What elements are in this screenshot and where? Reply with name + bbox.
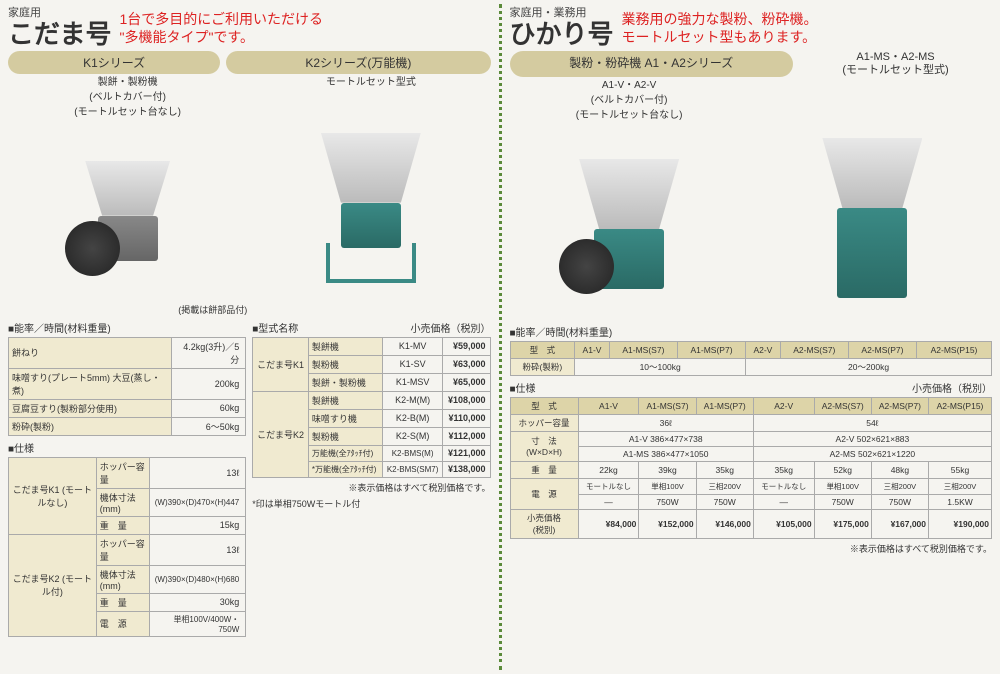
- price-header-2: 小売価格（税別）: [411, 320, 491, 335]
- left-title: こだま号: [8, 20, 111, 49]
- catalog-page: 家庭用 こだま号 1台で多目的にご利用いただける "多機能タイプ"です。 K1シ…: [0, 0, 1000, 674]
- spec-table: こだま号K1 (モートルなし)ホッパー容量13ℓ 機体寸法(mm)(W)390×…: [8, 457, 246, 637]
- right-panel: 家庭用・業務用 ひかり号 業務用の強力な製粉、粉砕機。 モートルセット型もありま…: [502, 0, 1000, 674]
- price-note-2: *印は単相750Wモートル付: [252, 497, 490, 510]
- right-foot-note: ※表示価格はすべて税別価格です。: [510, 542, 993, 555]
- right-capacity-table: 型 式 A1-V A1-MS(S7) A1-MS(P7) A2-V A2-MS(…: [510, 341, 993, 376]
- left-panel: 家庭用 こだま号 1台で多目的にご利用いただける "多機能タイプ"です。 K1シ…: [0, 0, 499, 674]
- right-spec-table: 型 式 A1-V A1-MS(S7) A1-MS(P7) A2-V A2-MS(…: [510, 397, 993, 539]
- left-tagline-1: 1台で多目的にご利用いただける: [119, 10, 490, 28]
- prod-k1-label-3: (モートルセット台なし): [8, 106, 247, 119]
- series-label-ms: A1-MS・A2-MS (モートルセット型式): [799, 51, 992, 77]
- right-tagline-1: 業務用の強力な製粉、粉砕機。: [622, 10, 992, 28]
- series-pill-k2: K2シリーズ(万能機): [226, 51, 490, 74]
- left-subtitle: 家庭用: [8, 4, 111, 20]
- prod-k1-label-1: 製餅・製粉機: [8, 76, 247, 89]
- series-pill-k1: K1シリーズ: [8, 51, 220, 74]
- price-note-1: ※表示価格はすべて税別価格です。: [252, 481, 490, 494]
- right-subtitle: 家庭用・業務用: [510, 4, 614, 20]
- prod-k1-note: (掲載は餅部品付): [8, 303, 247, 316]
- series-pill-a1a2: 製粉・粉砕機 A1・A2シリーズ: [510, 51, 794, 77]
- prod-a-label-3: (モートルセット台なし): [510, 109, 749, 122]
- capacity-header: ■能率／時間(材料重量): [8, 320, 246, 335]
- capacity-table: 餅ねり4.2kg(3升)／5分 味噌すり(プレート5mm) 大豆(蒸し・煮)20…: [8, 337, 246, 436]
- spec-header: ■仕様: [8, 440, 246, 455]
- product-image-a1: [510, 124, 749, 324]
- prod-a-label-2: (ベルトカバー付): [510, 94, 749, 107]
- right-capacity-header: ■能率／時間(材料重量): [510, 324, 993, 339]
- right-title: ひかり号: [510, 20, 614, 49]
- prod-k2-label-1: モートルセット型式: [251, 76, 490, 89]
- price-header-1: ■型式名称: [252, 320, 298, 335]
- right-spec-header-price: 小売価格（税別）: [912, 380, 992, 395]
- product-image-k1: [8, 121, 247, 301]
- price-table: こだま号K1製餅機K1-MV¥59,000 製粉機K1-SV¥63,000 製餅…: [252, 337, 490, 478]
- left-tagline-2: "多機能タイプ"です。: [119, 28, 490, 46]
- product-image-a2: [753, 118, 992, 318]
- product-image-k2: [251, 118, 490, 298]
- right-tagline-2: モートルセット型もあります。: [622, 28, 992, 46]
- prod-k1-label-2: (ベルトカバー付): [8, 91, 247, 104]
- right-spec-header: ■仕様: [510, 380, 536, 395]
- prod-a-label-1: A1-V・A2-V: [510, 79, 749, 92]
